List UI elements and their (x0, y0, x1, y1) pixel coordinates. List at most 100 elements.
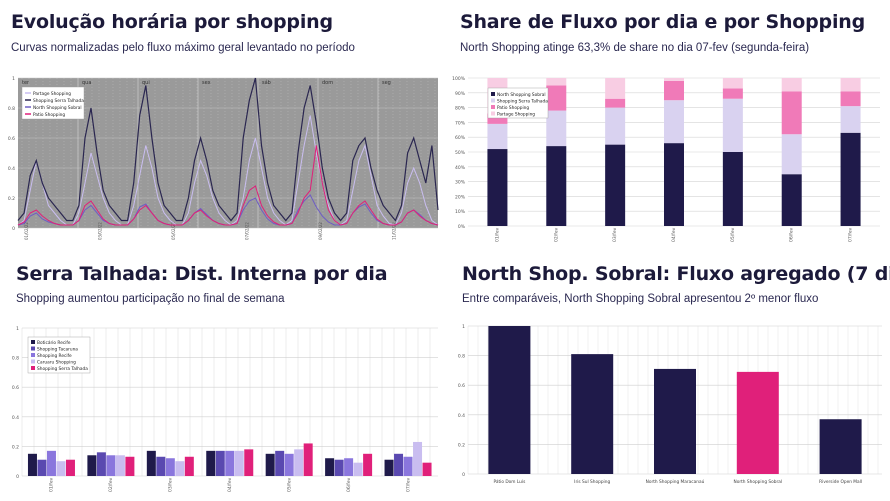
y-tick-label: 1 (16, 326, 19, 332)
x-tick-label: 06/fev (346, 477, 352, 492)
x-tick-label: Iris Sul Shopping (574, 479, 610, 485)
series-line (17, 145, 439, 226)
panel-subtitle: Curvas normalizadas pelo fluxo máximo ge… (11, 42, 355, 54)
y-tick-label: 70% (455, 120, 466, 126)
legend-label: Shopping Serra Talhada (33, 98, 84, 104)
y-tick-label: 0.8 (8, 106, 15, 112)
y-tick-label: 0.6 (8, 136, 15, 142)
legend-label: Patio Shopping (497, 105, 529, 111)
day-label: dom (322, 80, 333, 86)
x-tick-label: North Shopping Sobral (733, 479, 782, 485)
bar (115, 455, 125, 476)
x-tick-label: 02/fev (553, 227, 559, 242)
panel-subtitle: Entre comparáveis, North Shopping Sobral… (462, 293, 819, 305)
y-tick-label: 80% (455, 106, 466, 112)
bar (96, 452, 106, 476)
bar (736, 371, 779, 474)
bar (225, 450, 235, 476)
legend-swatch (491, 98, 495, 103)
y-tick-label: 0.4 (458, 413, 465, 419)
legend-label: Partage Shopping (497, 112, 535, 118)
bar-segment (605, 98, 626, 108)
bar-segment (546, 110, 567, 147)
y-tick-label: 0 (462, 472, 465, 478)
y-tick-label: 0.4 (12, 415, 19, 421)
bar (334, 459, 344, 476)
legend-swatch (491, 92, 495, 96)
legend-label: North Shopping Sobral (33, 105, 82, 111)
bar-segment (840, 78, 861, 92)
hourly-line-chart: 0 0.2 0.4 0.6 0.8 1 ter qua qui sex sáb dom seg 01/02… (8, 76, 439, 240)
x-tick-label: 03/fev (168, 477, 174, 492)
legend-box (21, 86, 85, 120)
y-tick-label: 0.8 (12, 356, 19, 362)
x-tick-label: 04/fev (227, 477, 233, 492)
y-tick-label: 60% (455, 135, 466, 141)
x-tick-label: 06/fev (789, 227, 795, 242)
y-tick-label: 0 (12, 226, 15, 232)
x-tick-label: 03/02/22 (98, 222, 103, 240)
legend-label: Boticário Recife (37, 339, 71, 346)
bar (344, 458, 354, 476)
bar-segment (722, 88, 743, 99)
bar-segment (664, 80, 684, 101)
bar (394, 453, 404, 476)
x-tick-label: 05/fev (286, 477, 292, 492)
y-tick-label: 0.2 (12, 444, 19, 450)
series-line (17, 115, 439, 226)
legend-swatch (31, 366, 35, 370)
x-tick-label: 01/fev (49, 477, 55, 492)
bar (384, 459, 394, 476)
x-tick-label: 11/02/22 (392, 222, 397, 240)
bar-segment (664, 143, 684, 226)
bar (37, 459, 47, 476)
bar (284, 453, 294, 476)
bar-segment (840, 106, 861, 133)
day-label: sáb (262, 79, 271, 86)
legend-label: Caruaru Shopping (37, 360, 76, 366)
bar (654, 368, 696, 474)
x-tick-label: 03/fev (612, 227, 618, 242)
x-tick-label: 01/fev (494, 227, 500, 242)
x-tick-label: 04/fev (671, 227, 677, 242)
bar-segment (840, 132, 861, 226)
legend-label: Patio Shopping (33, 112, 65, 118)
bar-segment (722, 78, 743, 89)
bar-segment (605, 144, 626, 226)
bar-segment (722, 98, 743, 152)
y-tick-label: 1 (462, 324, 465, 330)
x-tick-label: 02/fev (108, 477, 114, 492)
x-tick-label: 07/fev (848, 227, 854, 242)
x-tick-label: North Shopping Maracanaú (646, 478, 705, 485)
bar (234, 450, 244, 476)
y-tick-label: 0.6 (458, 383, 465, 389)
y-tick-label: 40% (455, 165, 466, 171)
bar-segment (487, 149, 508, 226)
bar-segment (605, 78, 626, 99)
bar (294, 449, 304, 476)
panel-title: North Shop. Sobral: Fluxo agregado (7 di… (462, 263, 890, 285)
legend-label: Shopping Serra Talhada (497, 99, 548, 105)
y-tick-label: 50% (455, 150, 466, 156)
bar-segment (722, 152, 743, 226)
bar (106, 455, 116, 476)
legend-label: Shopping Tacaruna (37, 347, 78, 353)
panel-title: Share de Fluxo por dia e por Shopping (460, 11, 865, 33)
x-tick-label: 05/02/22 (171, 222, 176, 240)
bar (353, 462, 363, 476)
legend-swatch (31, 340, 35, 344)
legend-box (27, 336, 91, 374)
bar (819, 419, 862, 474)
y-tick-label: 0.2 (8, 196, 15, 202)
legend-swatch (31, 353, 35, 357)
bar (265, 453, 275, 476)
legend-label: Shopping Serra Talhada (37, 366, 88, 372)
bar-segment (781, 91, 802, 135)
bar-segment (840, 91, 861, 107)
bar-segment (781, 134, 802, 175)
bar (165, 458, 175, 476)
day-label: seg (382, 80, 391, 86)
bar-segment (546, 85, 567, 111)
bar-segment (546, 78, 567, 86)
legend-label: Partage Shopping (33, 91, 71, 97)
